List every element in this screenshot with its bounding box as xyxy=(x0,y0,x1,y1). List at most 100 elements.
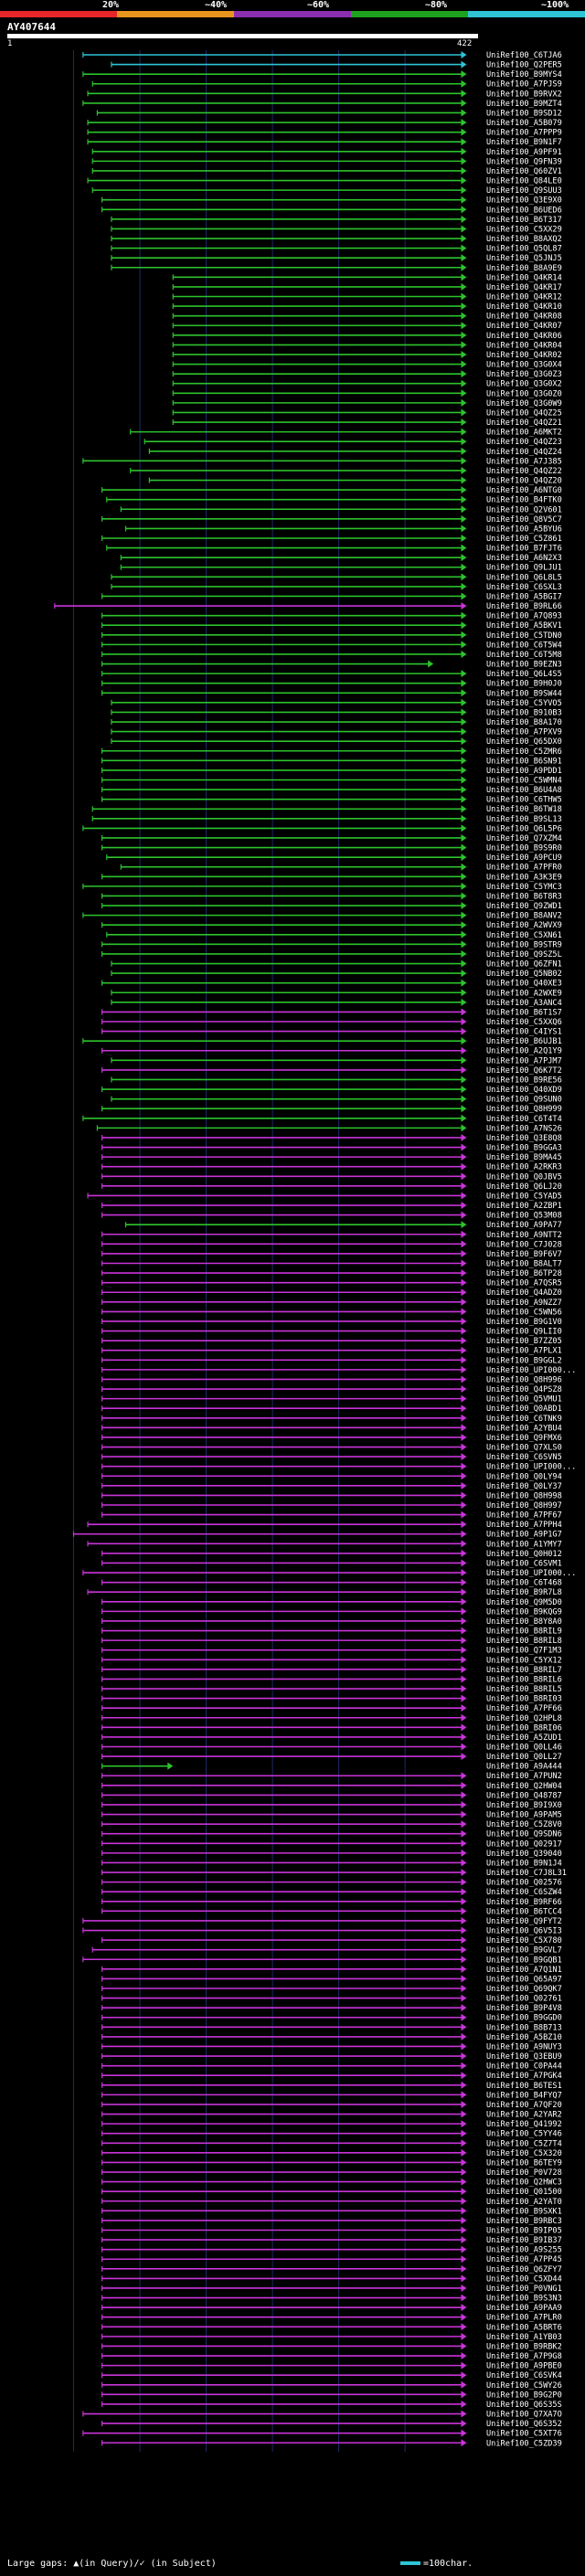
hit-row[interactable]: UniRef100_C5YVO5 xyxy=(111,698,562,708)
hit-row[interactable]: UniRef100_Q6ZFY7 xyxy=(101,2264,562,2274)
hit-row[interactable]: UniRef100_Q4KR06 xyxy=(172,331,562,341)
hit-row[interactable]: UniRef100_C0PA44 xyxy=(101,2062,562,2072)
hit-row[interactable]: UniRef100_B9F6V7 xyxy=(101,1249,562,1259)
hit-row[interactable]: UniRef100_B9SXK1 xyxy=(101,2207,562,2216)
hit-row[interactable]: UniRef100_A7QF20 xyxy=(101,2100,562,2110)
hit-row[interactable]: UniRef100_Q5QL87 xyxy=(111,244,562,254)
hit-row[interactable]: UniRef100_A7Q1N1 xyxy=(101,1965,562,1975)
hit-row[interactable]: UniRef100_C5YAD5 xyxy=(87,1192,562,1201)
hit-row[interactable]: UniRef100_B9GVL7 xyxy=(91,1945,562,1956)
hit-row[interactable]: UniRef100_A7PUN2 xyxy=(101,1772,562,1781)
hit-row[interactable]: UniRef100_B9I9X0 xyxy=(101,1800,562,1810)
hit-row[interactable]: UniRef100_A2YBU4 xyxy=(101,1424,562,1433)
hit-row[interactable]: UniRef100_Q4QZ25 xyxy=(172,408,562,418)
hit-row[interactable]: UniRef100_B6U4A8 xyxy=(101,786,562,795)
hit-row[interactable]: UniRef100_A7PPP9 xyxy=(87,128,562,138)
hit-row[interactable]: UniRef100_C5ZMR6 xyxy=(101,747,562,757)
hit-row[interactable]: UniRef100_C5Z7T4 xyxy=(101,2139,562,2148)
hit-row[interactable]: UniRef100_C5WY26 xyxy=(101,2380,562,2390)
hit-row[interactable]: UniRef100_P0V728 xyxy=(101,2168,562,2178)
hit-row[interactable]: UniRef100_Q9SUN0 xyxy=(111,1095,562,1105)
hit-row[interactable]: UniRef100_B6SN91 xyxy=(101,757,562,766)
hit-row[interactable]: UniRef100_Q7F1M3 xyxy=(101,1646,562,1656)
hit-row[interactable]: UniRef100_A7PF66 xyxy=(101,1704,562,1713)
hit-row[interactable]: UniRef100_A9A444 xyxy=(101,1762,562,1772)
hit-row[interactable]: UniRef100_Q2PER5 xyxy=(111,60,562,70)
hit-row[interactable]: UniRef100_A6N2X3 xyxy=(120,554,562,563)
hit-row[interactable]: UniRef100_B6TES1 xyxy=(101,2081,562,2091)
hit-row[interactable]: UniRef100_Q48787 xyxy=(101,1791,562,1800)
hit-row[interactable]: UniRef100_B8A170 xyxy=(111,718,562,727)
hit-row[interactable]: UniRef100_B8B713 xyxy=(101,2023,562,2032)
hit-row[interactable]: UniRef100_C5XD44 xyxy=(101,2274,562,2284)
hit-row[interactable]: UniRef100_A5BRT6 xyxy=(101,2323,562,2332)
hit-row[interactable]: UniRef100_A2WVX9 xyxy=(101,921,562,930)
hit-row[interactable]: UniRef100_C6SZW4 xyxy=(101,1888,562,1897)
hit-row[interactable]: UniRef100_Q9ZWD1 xyxy=(101,902,562,911)
hit-row[interactable]: UniRef100_A7PXV9 xyxy=(111,727,562,737)
hit-row[interactable]: UniRef100_C5ZD39 xyxy=(101,2439,562,2448)
hit-row[interactable]: UniRef100_Q2HWC3 xyxy=(101,2178,562,2188)
hit-row[interactable]: UniRef100_B9N1J4 xyxy=(101,1859,562,1868)
hit-row[interactable]: UniRef100_Q7XLS0 xyxy=(101,1443,562,1453)
hit-row[interactable]: UniRef100_C6SVM1 xyxy=(101,1559,562,1568)
hit-row[interactable]: UniRef100_B9EZN3 xyxy=(101,660,562,670)
hit-row[interactable]: UniRef100_B9SW44 xyxy=(101,689,562,698)
hit-row[interactable]: UniRef100_Q02761 xyxy=(101,1994,562,2004)
hit-row[interactable]: UniRef100_B6TEY9 xyxy=(101,2158,562,2168)
hit-row[interactable]: UniRef100_Q40XE3 xyxy=(101,979,562,989)
hit-row[interactable]: UniRef100_C5XN61 xyxy=(106,930,562,940)
hit-row[interactable]: UniRef100_Q8V5C7 xyxy=(101,514,562,525)
hit-row[interactable]: UniRef100_A6NTG0 xyxy=(101,486,562,495)
hit-row[interactable]: UniRef100_Q4PSZ8 xyxy=(101,1385,562,1394)
hit-row[interactable]: UniRef100_A5B079 xyxy=(87,119,562,128)
hit-row[interactable]: UniRef100_Q2V601 xyxy=(120,505,562,514)
hit-row[interactable]: UniRef100_Q4KR12 xyxy=(172,292,562,302)
hit-row[interactable]: UniRef100_C5Z8V0 xyxy=(101,1820,562,1829)
hit-row[interactable]: UniRef100_Q53M08 xyxy=(101,1211,562,1221)
hit-row[interactable]: UniRef100_Q0LY94 xyxy=(101,1472,562,1481)
hit-row[interactable]: UniRef100_A1YB03 xyxy=(101,2332,562,2342)
hit-row[interactable]: UniRef100_C7J8L31 xyxy=(101,1869,567,1878)
hit-row[interactable]: UniRef100_A9PF91 xyxy=(91,147,562,157)
hit-row[interactable]: UniRef100_Q6L5P6 xyxy=(82,824,562,833)
hit-row[interactable]: UniRef100_C5WN56 xyxy=(101,1308,562,1317)
hit-row[interactable]: UniRef100_B9MZT4 xyxy=(82,99,562,109)
hit-row[interactable]: UniRef100_A5BZ10 xyxy=(101,2032,562,2042)
hit-row[interactable]: UniRef100_Q60ZV1 xyxy=(91,166,562,176)
hit-row[interactable]: UniRef100_UPI000... xyxy=(101,1365,577,1375)
hit-row[interactable]: UniRef100_Q7XZM4 xyxy=(101,833,562,843)
hit-row[interactable]: UniRef100_B9S3N3 xyxy=(101,2294,562,2304)
hit-row[interactable]: UniRef100_Q4QZ23 xyxy=(144,438,562,447)
hit-row[interactable]: UniRef100_C5WMN4 xyxy=(101,776,562,786)
hit-row[interactable]: UniRef100_B7FJT6 xyxy=(106,544,562,554)
hit-row[interactable]: UniRef100_Q5NB02 xyxy=(111,970,562,979)
hit-row[interactable]: UniRef100_A7PLR0 xyxy=(101,2313,562,2323)
hit-row[interactable]: UniRef100_Q0ABD1 xyxy=(101,1405,562,1414)
hit-row[interactable]: UniRef100_C5YY46 xyxy=(101,2129,562,2139)
hit-row[interactable]: UniRef100_B9H0J0 xyxy=(101,679,562,689)
hit-row[interactable]: UniRef100_B8RIL6 xyxy=(101,1675,562,1684)
hit-row[interactable]: UniRef100_Q5JNJ5 xyxy=(111,254,562,263)
hit-row[interactable]: UniRef100_UPI000... xyxy=(82,1569,576,1578)
hit-row[interactable]: UniRef100_Q02576 xyxy=(101,1878,562,1888)
hit-row[interactable]: UniRef100_B9GQB1 xyxy=(82,1956,562,1965)
hit-row[interactable]: UniRef100_Q3E8Q8 xyxy=(101,1133,562,1143)
hit-row[interactable]: UniRef100_B8A9E9 xyxy=(111,263,562,273)
hit-row[interactable]: UniRef100_Q9SZ5L xyxy=(101,949,562,959)
hit-row[interactable]: UniRef100_A9P1G7 xyxy=(72,1530,562,1540)
hit-row[interactable]: UniRef100_C6T468 xyxy=(101,1578,562,1588)
hit-row[interactable]: UniRef100_C6TJA6 xyxy=(82,51,562,60)
hit-row[interactable]: UniRef100_C6TNK9 xyxy=(101,1414,562,1424)
hit-row[interactable]: UniRef100_A2YAT0 xyxy=(101,2197,562,2207)
hit-row[interactable]: UniRef100_A9NZZ7 xyxy=(101,1298,562,1308)
hit-row[interactable]: UniRef100_B8ALT7 xyxy=(101,1259,562,1269)
hit-row[interactable]: UniRef100_Q65DX0 xyxy=(111,737,562,747)
hit-row[interactable]: UniRef100_A9PAM5 xyxy=(101,1810,562,1820)
hit-row[interactable]: UniRef100_Q3EBU9 xyxy=(101,2052,562,2062)
hit-row[interactable]: UniRef100_C6THW5 xyxy=(101,795,562,805)
hit-row[interactable]: UniRef100_C5YX12 xyxy=(101,1656,562,1665)
hit-row[interactable]: UniRef100_A7NS26 xyxy=(96,1124,562,1133)
hit-row[interactable]: UniRef100_A5ZUD1 xyxy=(101,1733,562,1743)
hit-row[interactable]: UniRef100_A9PDD1 xyxy=(101,766,562,776)
